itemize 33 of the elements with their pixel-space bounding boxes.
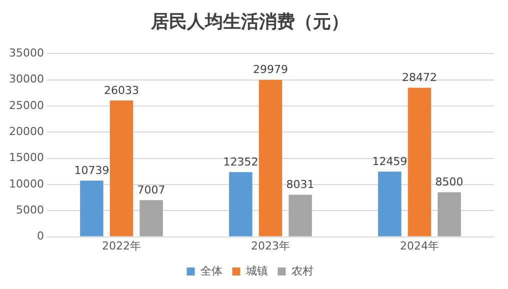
legend-label: 农村 xyxy=(291,264,314,278)
legend-label: 全体 xyxy=(200,264,222,278)
y-tick-label: 30000 xyxy=(8,72,44,86)
bar xyxy=(80,180,104,236)
bar xyxy=(288,194,312,236)
bar xyxy=(229,172,252,236)
bar xyxy=(258,80,282,236)
bar xyxy=(438,192,461,236)
bar xyxy=(110,100,134,236)
y-tick-label: 25000 xyxy=(8,98,44,112)
data-label: 8031 xyxy=(286,178,314,192)
bar xyxy=(378,172,402,236)
data-label: 26033 xyxy=(104,84,139,97)
y-tick-label: 15000 xyxy=(8,151,44,164)
data-label: 12352 xyxy=(223,156,258,169)
y-tick-label: 10000 xyxy=(8,177,44,190)
chart-title: 居民人均生活消费（元） xyxy=(150,11,349,32)
legend-label: 城镇 xyxy=(244,264,268,278)
y-tick-label: 0 xyxy=(36,230,44,243)
data-label: 8500 xyxy=(435,176,464,189)
y-tick-label: 5000 xyxy=(16,203,44,216)
data-label: 7007 xyxy=(137,183,166,196)
y-tick-label: 35000 xyxy=(8,46,44,60)
data-label: 29979 xyxy=(252,63,288,76)
data-label: 12459 xyxy=(372,154,408,168)
bar xyxy=(408,88,432,236)
x-tick-label: 2024年 xyxy=(400,239,439,252)
y-tick-label: 20000 xyxy=(8,124,44,138)
x-tick-label: 2023年 xyxy=(250,239,290,252)
x-tick-label: 2022年 xyxy=(102,239,141,252)
data-label: 10739 xyxy=(74,164,110,177)
bar xyxy=(140,200,163,236)
data-label: 28472 xyxy=(402,71,437,84)
